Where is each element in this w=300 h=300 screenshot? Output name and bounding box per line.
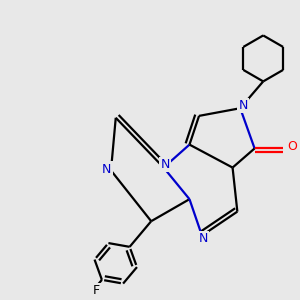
Text: N: N (199, 232, 208, 245)
Text: N: N (160, 158, 170, 171)
Text: N: N (102, 163, 111, 176)
Text: N: N (238, 99, 248, 112)
Text: F: F (93, 284, 100, 297)
Text: O: O (288, 140, 298, 154)
